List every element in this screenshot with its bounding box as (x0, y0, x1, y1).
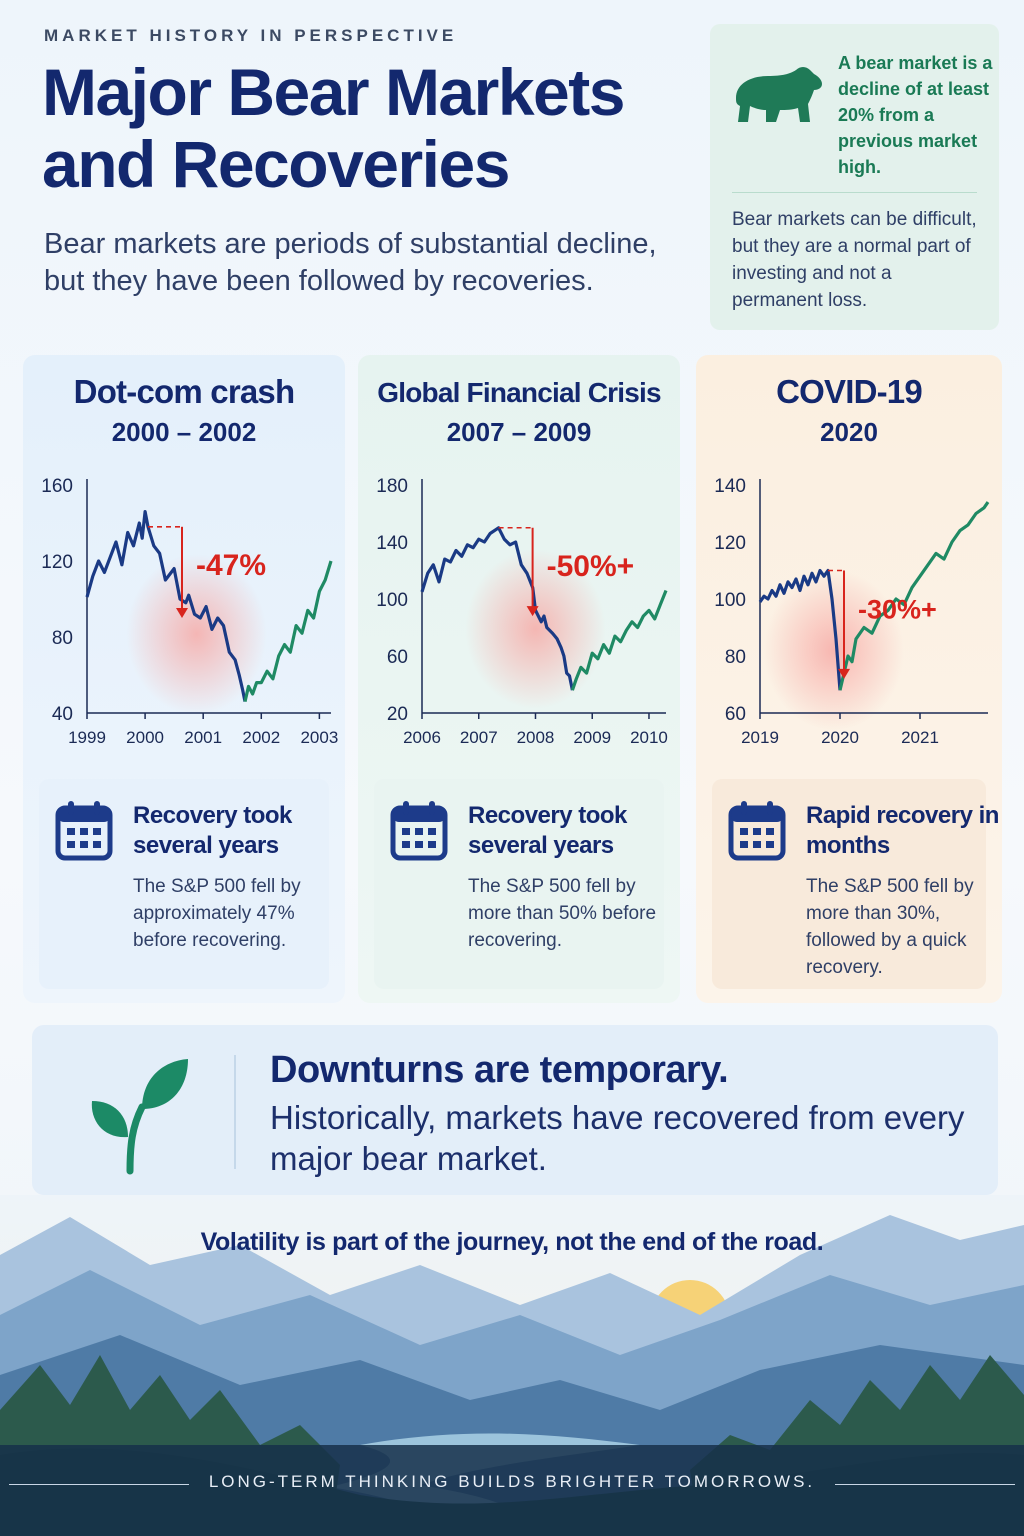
card-title: Global Financial Crisis (377, 377, 661, 408)
y-tick-label: 60 (725, 704, 746, 725)
recovery-line (243, 560, 333, 702)
recovery-info: Rapid recovery in months The S&P 500 fel… (712, 779, 999, 989)
recovery-info: Recovery took several years The S&P 500 … (39, 779, 329, 989)
eyebrow-label: MARKET HISTORY IN PERSPECTIVE (44, 26, 458, 45)
y-tick-label: 120 (714, 533, 746, 554)
drawdown-arrowhead (526, 606, 539, 617)
y-tick-label: 80 (725, 647, 746, 668)
recovery-description: The S&P 500 fell by more than 50% before… (468, 876, 657, 951)
recovery-description: The S&P 500 fell by approximately 47% be… (133, 876, 301, 951)
calendar-icon (55, 801, 113, 861)
drawdown-arrowhead (838, 668, 850, 679)
footer-rule-right (835, 1484, 1016, 1485)
card-title: Dot-com crash (73, 373, 295, 410)
recovery-title: Rapid recovery in months (806, 802, 999, 859)
recovery-title: Recovery took several years (133, 802, 292, 859)
y-tick-label: 20 (387, 704, 408, 725)
drawdown-arrowhead (176, 608, 188, 618)
drawdown-label: -30%+ (858, 595, 937, 625)
recovery-title: Recovery took several years (468, 802, 627, 859)
banner-divider (234, 1055, 236, 1169)
card-years: 2020 (820, 417, 878, 447)
bear-definition: A bear market is a decline of at least 2… (838, 53, 993, 177)
card-covid: COVID-19 2020 60 80 100 120 140 2019 2020 2021 -… (696, 355, 1002, 1003)
x-tick-label: 2008 (517, 728, 555, 747)
x-tick-label: 2020 (821, 728, 859, 747)
y-tick-label: 140 (376, 533, 408, 554)
drawdown-label: -50%+ (547, 550, 635, 583)
x-tick-label: 2009 (573, 728, 611, 747)
page-title: Major Bear Markets and Recoveries (42, 55, 625, 201)
page-subtitle: Bear markets are periods of substantial … (44, 228, 657, 297)
chart-dotcom: 40 80 120 160 1999 2000 2001 2002 2003 -47% (41, 476, 338, 747)
card-gfc: Global Financial Crisis 2007 – 2009 20 60… (358, 355, 680, 1003)
y-tick-label: 60 (387, 647, 408, 668)
decline-line (420, 526, 574, 691)
x-tick-label: 2001 (184, 728, 222, 747)
definition-box: A bear market is a decline of at least 2… (710, 24, 999, 330)
mountain-landscape (0, 1195, 1024, 1536)
drawdown-glow (126, 554, 267, 715)
y-tick-label: 160 (41, 476, 73, 497)
y-tick-label: 100 (376, 590, 408, 611)
chart-covid: 60 80 100 120 140 2019 2020 2021 -30%+ (714, 476, 990, 747)
card-years: 2000 – 2002 (111, 417, 257, 447)
calendar-icon (728, 801, 786, 861)
drawdown-glow (465, 548, 606, 709)
banner-heading: Downturns are temporary. (270, 1049, 729, 1091)
y-tick-label: 120 (41, 552, 73, 573)
calendar-icon (390, 801, 448, 861)
x-tick-label: 2007 (460, 728, 498, 747)
recovery-line (838, 501, 990, 691)
bear-note: Bear markets can be difficult, but they … (732, 209, 977, 311)
y-tick-label: 80 (52, 628, 73, 649)
x-tick-label: 2019 (741, 728, 779, 747)
x-tick-label: 1999 (68, 728, 106, 747)
footer: LONG-TERM THINKING BUILDS BRIGHTER TOMOR… (0, 1472, 1024, 1492)
chart-gfc: 20 60 100 140 180 2006 2007 2008 2009 2010 -50%+ (376, 476, 668, 747)
decline-line (758, 568, 842, 691)
x-tick-label: 2002 (242, 728, 280, 747)
sprout-icon (91, 1059, 188, 1175)
recovery-description: The S&P 500 fell by more than 30%, follo… (806, 876, 974, 978)
bear-icon (736, 67, 822, 122)
footer-text: LONG-TERM THINKING BUILDS BRIGHTER TOMOR… (208, 1472, 816, 1491)
card-years: 2007 – 2009 (446, 417, 592, 447)
x-tick-label: 2003 (300, 728, 338, 747)
y-tick-label: 180 (376, 476, 408, 497)
drawdown-label: -47% (196, 549, 266, 582)
x-tick-label: 2010 (630, 728, 668, 747)
decline-line (85, 509, 247, 702)
card-dotcom: Dot-com crash 2000 – 2002 40 80 120 160 1999… (23, 355, 345, 1003)
x-tick-label: 2006 (403, 728, 441, 747)
y-tick-label: 40 (52, 704, 73, 725)
y-tick-label: 100 (714, 590, 746, 611)
x-tick-label: 2000 (126, 728, 164, 747)
tagline: Volatility is part of the journey, not t… (200, 1228, 824, 1256)
recovery-line (570, 589, 668, 691)
recovery-info: Recovery took several years The S&P 500 … (374, 779, 664, 989)
card-title: COVID-19 (776, 373, 923, 410)
banner-text: Historically, markets have recovered fro… (270, 1099, 965, 1177)
footer-rule-left (8, 1484, 189, 1485)
definition-divider (732, 192, 977, 193)
drawdown-glow (764, 570, 904, 731)
takeaway-banner: Downturns are temporary. Historically, m… (32, 1025, 998, 1195)
y-tick-label: 140 (714, 476, 746, 497)
x-tick-label: 2021 (901, 728, 939, 747)
